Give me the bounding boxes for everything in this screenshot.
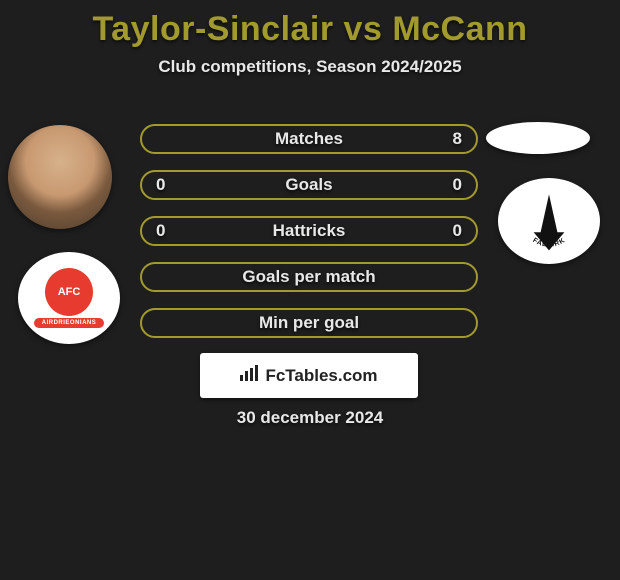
stat-left-value: 0 [156,175,165,195]
stat-right-value: 0 [453,175,462,195]
player-left-avatar [8,125,112,229]
stat-left-value: 0 [156,221,165,241]
club-left-shortcode: AFC [45,268,93,316]
stat-label: Hattricks [273,221,346,241]
stat-label: Goals per match [242,267,375,287]
brand-text: FcTables.com [265,366,377,386]
stat-row: Matches 8 [140,124,478,154]
stat-label: Goals [285,175,332,195]
club-left-badge: AFC AIRDRIEONIANS [18,252,120,344]
stat-row: Goals per match [140,262,478,292]
club-left-ribbon: AIRDRIEONIANS [34,318,104,328]
stat-label: Matches [275,129,343,149]
club-right-badge: FALKIRK [498,178,600,264]
generated-date: 30 december 2024 [0,408,620,428]
chart-icon [240,365,260,386]
stat-right-value: 8 [453,129,462,149]
comparison-card: Taylor-Sinclair vs McCann Club competiti… [0,0,620,580]
stat-row: Hattricks 0 0 [140,216,478,246]
stat-label: Min per goal [259,313,359,333]
page-title: Taylor-Sinclair vs McCann [0,0,620,49]
club-right-badge-svg: FALKIRK [514,186,584,256]
stat-row: Goals 0 0 [140,170,478,200]
stat-row: Min per goal [140,308,478,338]
player-right-avatar-placeholder [486,122,590,154]
stat-right-value: 0 [453,221,462,241]
page-subtitle: Club competitions, Season 2024/2025 [0,57,620,77]
brand-watermark: FcTables.com [200,353,418,398]
